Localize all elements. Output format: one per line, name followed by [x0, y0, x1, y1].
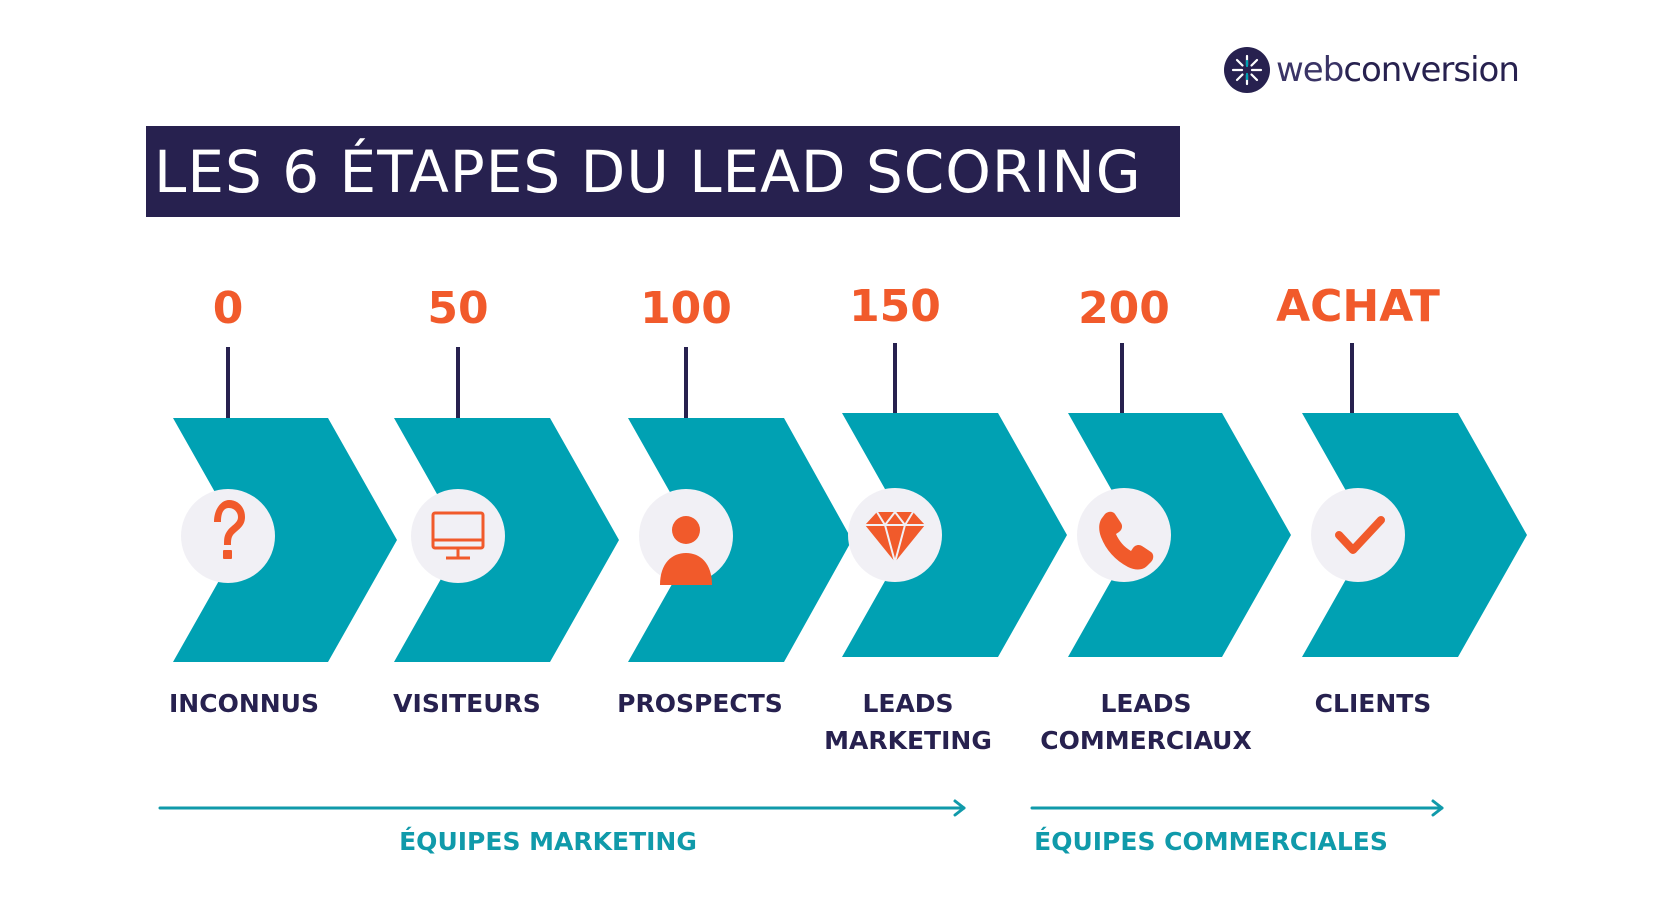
logo-text-conversion: conversion	[1343, 50, 1520, 90]
stage-chevron-6	[1302, 413, 1527, 657]
stage-score: 150	[849, 281, 941, 332]
marketing-arrowhead	[953, 799, 966, 817]
stage-chevron-1	[173, 418, 397, 662]
stage-label: VISITEURS	[347, 685, 587, 722]
stage-chevron-2	[394, 418, 619, 662]
stage-score: 0	[212, 283, 244, 334]
team-label-marketing: ÉQUIPES MARKETING	[399, 827, 697, 856]
icon-circle-6	[1311, 488, 1405, 582]
user-icon	[660, 516, 712, 585]
stage-score: 100	[640, 283, 732, 334]
question-mark-icon	[214, 500, 245, 559]
stage-label: PROSPECTS	[580, 685, 820, 722]
stage-label: CLIENTS	[1253, 685, 1493, 722]
stage-score: 200	[1078, 283, 1170, 334]
icon-circle-5	[1077, 488, 1171, 582]
stage-label-line1: LEADS	[862, 689, 954, 718]
stage-label-line1: LEADS	[1100, 689, 1192, 718]
stage-label-line2: MARKETING	[824, 726, 992, 755]
stage-label-line1: CLIENTS	[1314, 689, 1432, 718]
spark-logo-icon	[1224, 47, 1270, 93]
icon-circle-2	[411, 489, 505, 583]
logo-text-web: web	[1276, 50, 1344, 90]
sales-arrowhead	[1431, 799, 1444, 817]
stage-label: LEADS MARKETING	[788, 685, 1028, 759]
stage-score: 50	[427, 283, 489, 334]
stage-chevron-3	[628, 418, 852, 662]
phone-icon	[1099, 511, 1154, 570]
stage-label-line2: COMMERCIAUX	[1040, 726, 1252, 755]
stage-chevron-4	[842, 413, 1067, 657]
logo-wordmark: webconversion	[1276, 46, 1520, 94]
webconversion-logo: webconversion	[1224, 46, 1520, 94]
stage-label-line1: INCONNUS	[169, 689, 319, 718]
stage-label: LEADS COMMERCIAUX	[1026, 685, 1266, 759]
stage-label-line1: VISITEURS	[393, 689, 541, 718]
checkmark-icon	[1335, 516, 1385, 554]
stage-label: INCONNUS	[124, 685, 364, 722]
diamond-icon	[865, 511, 925, 563]
team-label-sales: ÉQUIPES COMMERCIALES	[1034, 827, 1388, 856]
page-title: LES 6 ÉTAPES DU LEAD SCORING	[154, 137, 1142, 206]
title-banner: LES 6 ÉTAPES DU LEAD SCORING	[146, 126, 1180, 217]
stage-chevron-5	[1068, 413, 1291, 657]
monitor-icon	[431, 511, 485, 560]
stage-score: ACHAT	[1276, 281, 1440, 332]
stage-label-line1: PROSPECTS	[617, 689, 783, 718]
